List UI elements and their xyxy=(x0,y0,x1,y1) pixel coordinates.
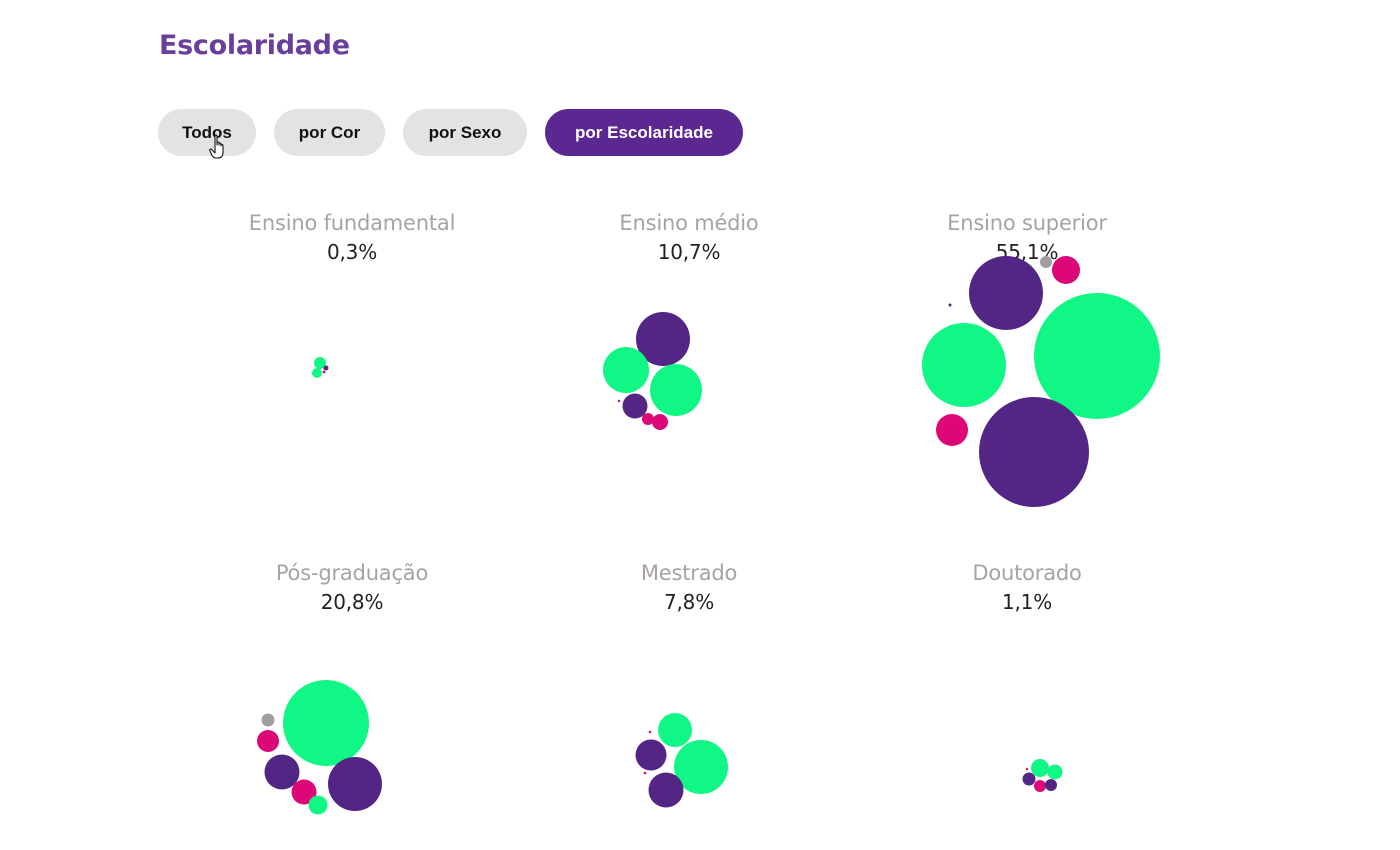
panel-label: Ensino médio xyxy=(619,211,759,235)
bubble[interactable] xyxy=(323,365,329,371)
bubble-cluster-ensino-fundamental xyxy=(312,357,329,378)
bubble-cluster-pos-graduacao xyxy=(257,680,382,815)
bubble[interactable] xyxy=(264,754,300,790)
filter-cor-button[interactable]: por Cor xyxy=(274,109,385,156)
panel-label: Mestrado xyxy=(640,561,738,585)
bubble[interactable] xyxy=(1034,293,1160,419)
panel-label: Doutorado xyxy=(972,561,1082,585)
bubble[interactable] xyxy=(922,323,1006,407)
bubble[interactable] xyxy=(643,771,647,775)
bubble[interactable] xyxy=(636,312,690,366)
panel-percent: 10,7% xyxy=(657,240,721,264)
bubble[interactable] xyxy=(312,368,322,378)
bubble[interactable] xyxy=(1025,767,1029,771)
panel-percent: 1,1% xyxy=(1001,590,1052,614)
bubble[interactable] xyxy=(1047,764,1063,780)
panel-label: Ensino fundamental xyxy=(248,211,456,235)
bubble[interactable] xyxy=(257,730,279,752)
bubble[interactable] xyxy=(1045,779,1057,791)
bubble[interactable] xyxy=(936,414,968,446)
bubble-cluster-doutorado xyxy=(1022,759,1063,792)
bubble[interactable] xyxy=(291,779,317,805)
panel-label: Ensino superior xyxy=(947,211,1107,235)
panel-label: Pós-graduação xyxy=(275,561,429,585)
bubble[interactable] xyxy=(322,370,326,374)
bubble[interactable] xyxy=(1034,780,1046,792)
filter-todos-button[interactable]: Todos xyxy=(158,109,256,156)
bubble[interactable] xyxy=(603,347,649,393)
panel-pos-graduacao: Pós-graduação 20,8% xyxy=(187,559,517,617)
bubble[interactable] xyxy=(328,757,382,811)
bubble[interactable] xyxy=(648,772,684,808)
panel-ensino-superior: Ensino superior 55,1% xyxy=(862,209,1192,267)
bubble[interactable] xyxy=(622,393,648,419)
bubble[interactable] xyxy=(650,364,702,416)
bubble[interactable] xyxy=(1040,256,1052,268)
panel-doutorado: Doutorado 1,1% xyxy=(862,559,1192,617)
bubble[interactable] xyxy=(979,397,1089,507)
bubble[interactable] xyxy=(648,730,652,734)
filter-escolaridade-button[interactable]: por Escolaridade xyxy=(545,109,743,156)
bubble[interactable] xyxy=(1022,772,1036,786)
bubble-cluster-ensino-superior xyxy=(922,256,1160,507)
bubble[interactable] xyxy=(652,414,668,430)
panel-percent: 20,8% xyxy=(320,590,384,614)
bubble[interactable] xyxy=(969,256,1043,330)
bubble[interactable] xyxy=(1052,256,1080,284)
bubble[interactable] xyxy=(308,795,328,815)
page-title: Escolaridade xyxy=(159,30,350,61)
bubble[interactable] xyxy=(948,303,952,307)
panel-ensino-fundamental: Ensino fundamental 0,3% xyxy=(187,209,517,267)
bubble[interactable] xyxy=(283,680,369,766)
panel-percent: 0,3% xyxy=(326,240,377,264)
bubble[interactable] xyxy=(674,740,728,794)
bubble-cluster-mestrado xyxy=(635,713,728,808)
panel-percent: 55,1% xyxy=(995,240,1059,264)
panel-mestrado: Mestrado 7,8% xyxy=(524,559,854,617)
bubble[interactable] xyxy=(635,739,667,771)
bubble[interactable] xyxy=(642,413,654,425)
bubble[interactable] xyxy=(314,357,326,369)
bubble[interactable] xyxy=(617,399,621,403)
bubble[interactable] xyxy=(658,713,692,747)
bubble[interactable] xyxy=(1031,759,1049,777)
bubble[interactable] xyxy=(261,713,275,727)
filter-sexo-button[interactable]: por Sexo xyxy=(403,109,527,156)
panel-percent: 7,8% xyxy=(663,590,714,614)
bubble-cluster-ensino-medio xyxy=(603,312,702,430)
panel-ensino-medio: Ensino médio 10,7% xyxy=(524,209,854,267)
